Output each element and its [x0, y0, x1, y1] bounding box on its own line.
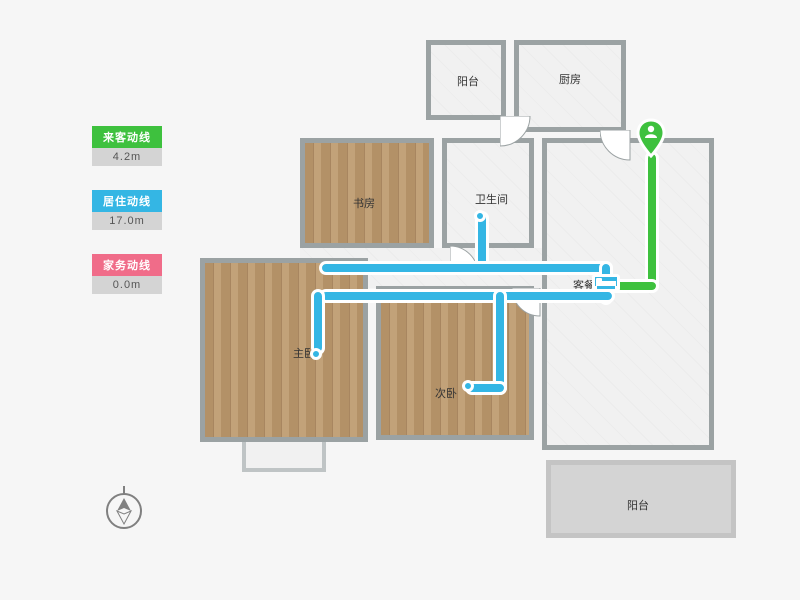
path-living-seg2: [322, 264, 610, 272]
living-node-icon: [592, 274, 620, 292]
legend-housework-value: 0.0m: [92, 276, 162, 294]
floor-balcony-south: [551, 465, 731, 533]
floor-study: [305, 143, 429, 243]
floor-bathroom: [447, 143, 529, 243]
floor-second: [381, 291, 529, 435]
legend-visitor-value: 4.2m: [92, 148, 162, 166]
path-living-seg4: [322, 292, 612, 300]
legend-item-living: 居住动线 17.0m: [92, 190, 162, 230]
bay-window: [242, 442, 326, 472]
legend-housework-label: 家务动线: [92, 254, 162, 276]
door-kitchen: [600, 130, 634, 164]
door-balcony-north: [500, 116, 534, 150]
floor-balcony-north: [431, 45, 501, 115]
legend-visitor-label: 来客动线: [92, 126, 162, 148]
floor-kitchen: [519, 45, 621, 127]
room-balcony-north: 阳台: [426, 40, 506, 120]
legend-living-label: 居住动线: [92, 190, 162, 212]
entry-marker-icon: [636, 118, 666, 163]
room-bathroom: 卫生间: [442, 138, 534, 248]
floor-master: [205, 263, 363, 437]
legend-living-value: 17.0m: [92, 212, 162, 230]
room-study: 书房: [300, 138, 434, 248]
compass-icon: [104, 486, 144, 532]
legend-item-housework: 家务动线 0.0m: [92, 254, 162, 294]
path-living-end-bathroom: [474, 210, 486, 222]
path-living-seg1: [478, 214, 486, 268]
path-living-seg5: [314, 292, 322, 352]
room-second: 次卧: [376, 286, 534, 440]
path-living-end-master: [310, 348, 322, 360]
floorplan: 阳台 厨房 书房 卫生间 客餐厅 主卧 次卧 阳台: [200, 30, 740, 570]
legend: 来客动线 4.2m 居住动线 17.0m 家务动线 0.0m: [92, 126, 162, 318]
room-master: 主卧: [200, 258, 368, 442]
path-living-seg6: [496, 292, 504, 392]
legend-item-visitor: 来客动线 4.2m: [92, 126, 162, 166]
path-living-end-second: [462, 380, 474, 392]
room-balcony-south: 阳台: [546, 460, 736, 538]
path-visitor-seg1: [648, 154, 656, 290]
